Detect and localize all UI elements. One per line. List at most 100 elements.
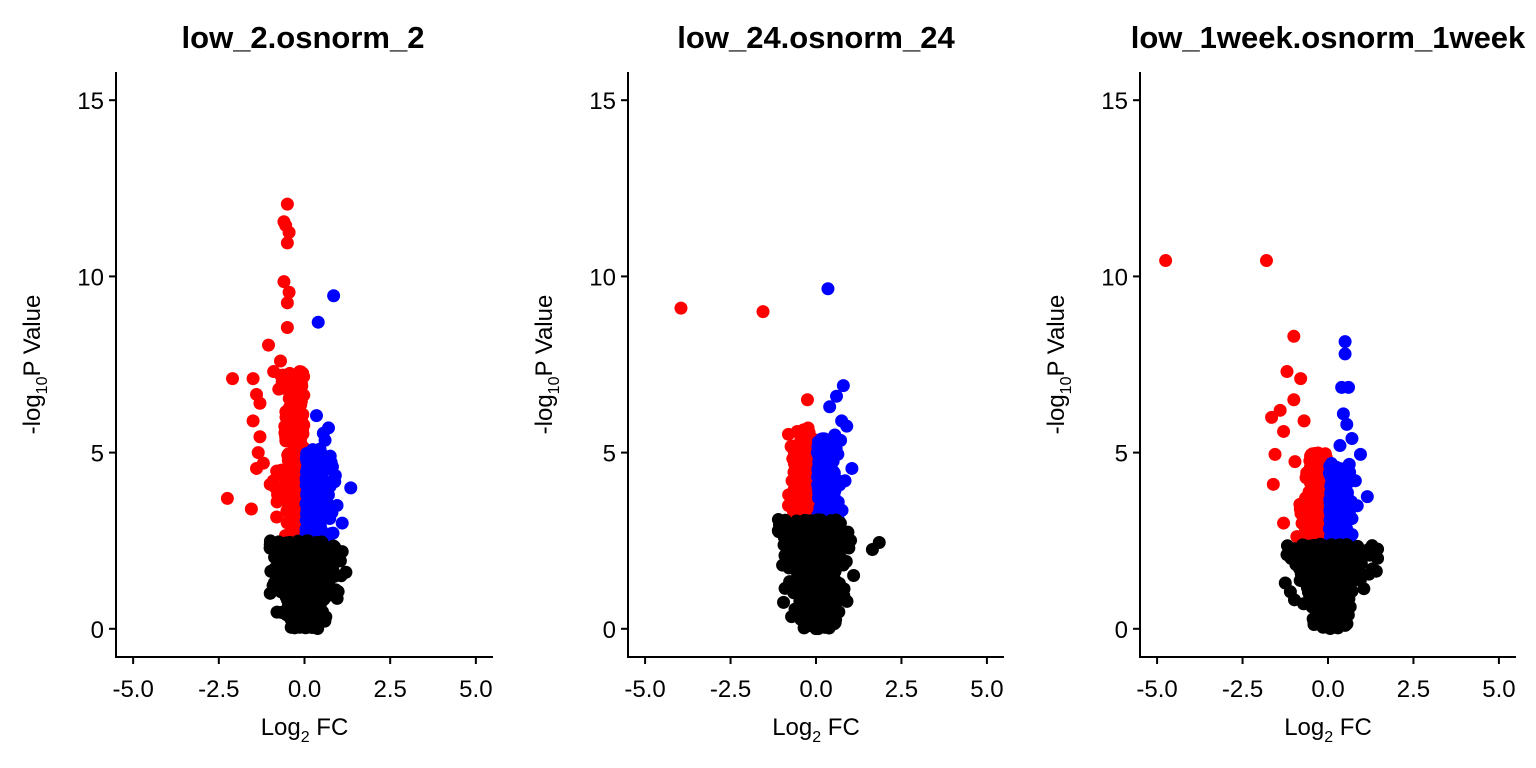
point-ns: [1340, 556, 1354, 570]
y-tick-label: 0: [603, 617, 616, 644]
point-ns: [1325, 610, 1339, 624]
point-down: [1266, 477, 1280, 491]
x-tick-label: 5.0: [970, 676, 1003, 703]
point-ns: [799, 538, 813, 552]
x-tick-label: 5.0: [459, 676, 492, 703]
y-axis-label: -log10P Value: [19, 295, 51, 435]
point-up: [821, 282, 835, 296]
x-tick-label: -2.5: [198, 676, 239, 703]
x-tick-label: 2.5: [373, 676, 406, 703]
point-down: [790, 424, 804, 438]
x-tick-label: 2.5: [1397, 676, 1430, 703]
point-ns: [283, 582, 297, 596]
x-axis-label: Log2 FC: [1284, 714, 1372, 746]
point-up: [1360, 490, 1374, 504]
point-up: [323, 479, 337, 493]
point-down: [1259, 254, 1273, 268]
point-down: [250, 461, 264, 475]
point-up: [313, 442, 327, 456]
point-ns: [865, 543, 879, 557]
point-ns: [829, 574, 843, 588]
x-tick-label: -2.5: [1222, 676, 1263, 703]
x-tick-label: -5.0: [1136, 676, 1177, 703]
point-down: [251, 446, 265, 460]
point-ns: [815, 604, 829, 618]
point-up: [819, 449, 833, 463]
point-down: [1280, 365, 1294, 379]
point-down: [277, 275, 291, 289]
point-down: [246, 372, 260, 386]
y-tick-label: 0: [91, 617, 104, 644]
panel-1: low_2.osnorm_2 0 5 10 15 -5.0 -2.5 0.0 2.5 5.0 Log…: [19, 20, 493, 746]
y-tick-label: 0: [1115, 617, 1128, 644]
point-down: [1287, 329, 1301, 343]
point-ns: [1338, 545, 1352, 559]
y-tick-label: 10: [589, 264, 616, 291]
y-tick-label: 15: [1101, 88, 1128, 115]
point-up: [305, 497, 319, 511]
point-ns: [1313, 610, 1327, 624]
point-ns: [311, 622, 325, 636]
point-ns: [1362, 567, 1376, 581]
point-up: [1343, 502, 1357, 516]
point-ns: [313, 585, 327, 599]
point-ns: [813, 538, 827, 552]
point-up: [1338, 491, 1352, 505]
point-up: [828, 428, 842, 442]
point-up: [1329, 502, 1343, 516]
point-down: [782, 488, 796, 502]
point-down: [1287, 393, 1301, 407]
point-down: [785, 474, 799, 488]
point-ns: [805, 619, 819, 633]
point-up: [311, 315, 325, 329]
point-ns: [816, 570, 830, 584]
panel-3: low_1week.osnorm_1week 0 5 10 15 -5.0 -2.5 0.0 2…: [1043, 20, 1526, 746]
point-ns: [821, 560, 835, 574]
bulk-points: [1280, 446, 1385, 635]
x-tick-label: 5.0: [1482, 676, 1515, 703]
point-up: [335, 516, 349, 530]
y-axis-label: -log10P Value: [531, 295, 563, 435]
point-ns: [290, 619, 304, 633]
point-down: [280, 197, 294, 211]
panel-title: low_24.osnorm_24: [677, 20, 955, 55]
point-up: [1353, 447, 1367, 461]
point-ns: [829, 584, 843, 598]
point-ns: [1283, 585, 1297, 599]
bulk-points: [771, 421, 861, 636]
point-down: [1268, 447, 1282, 461]
point-ns: [1295, 552, 1309, 566]
y-tick-label: 5: [603, 441, 616, 468]
point-up: [830, 389, 844, 403]
point-ns: [1313, 580, 1327, 594]
point-down: [263, 477, 277, 491]
point-down: [244, 502, 258, 516]
point-down: [270, 464, 284, 478]
point-up: [326, 526, 340, 540]
point-down: [280, 236, 294, 250]
point-up: [1325, 483, 1339, 497]
point-down: [674, 301, 688, 315]
point-down: [289, 451, 303, 465]
point-ns: [777, 595, 791, 609]
point-ns: [831, 519, 845, 533]
point-up: [327, 289, 341, 303]
point-up: [836, 379, 850, 393]
point-ns: [841, 525, 855, 539]
x-tick-label: 0.0: [799, 676, 832, 703]
point-ns: [312, 568, 326, 582]
point-up: [824, 439, 838, 453]
panel-title: low_2.osnorm_2: [182, 20, 425, 55]
point-ns: [1294, 567, 1308, 581]
point-ns: [303, 612, 317, 626]
point-down: [253, 430, 267, 444]
point-up: [328, 469, 342, 483]
panel-2: low_24.osnorm_24 0 5 10 15 -5.0 -2.5 0.0 2.5 5.0 L…: [531, 20, 1004, 746]
point-up: [1329, 460, 1343, 474]
x-tick-label: 0.0: [1311, 676, 1344, 703]
point-up: [344, 481, 358, 495]
point-up: [1340, 417, 1354, 431]
point-down: [282, 225, 296, 239]
point-up: [311, 513, 325, 527]
point-down: [294, 430, 308, 444]
